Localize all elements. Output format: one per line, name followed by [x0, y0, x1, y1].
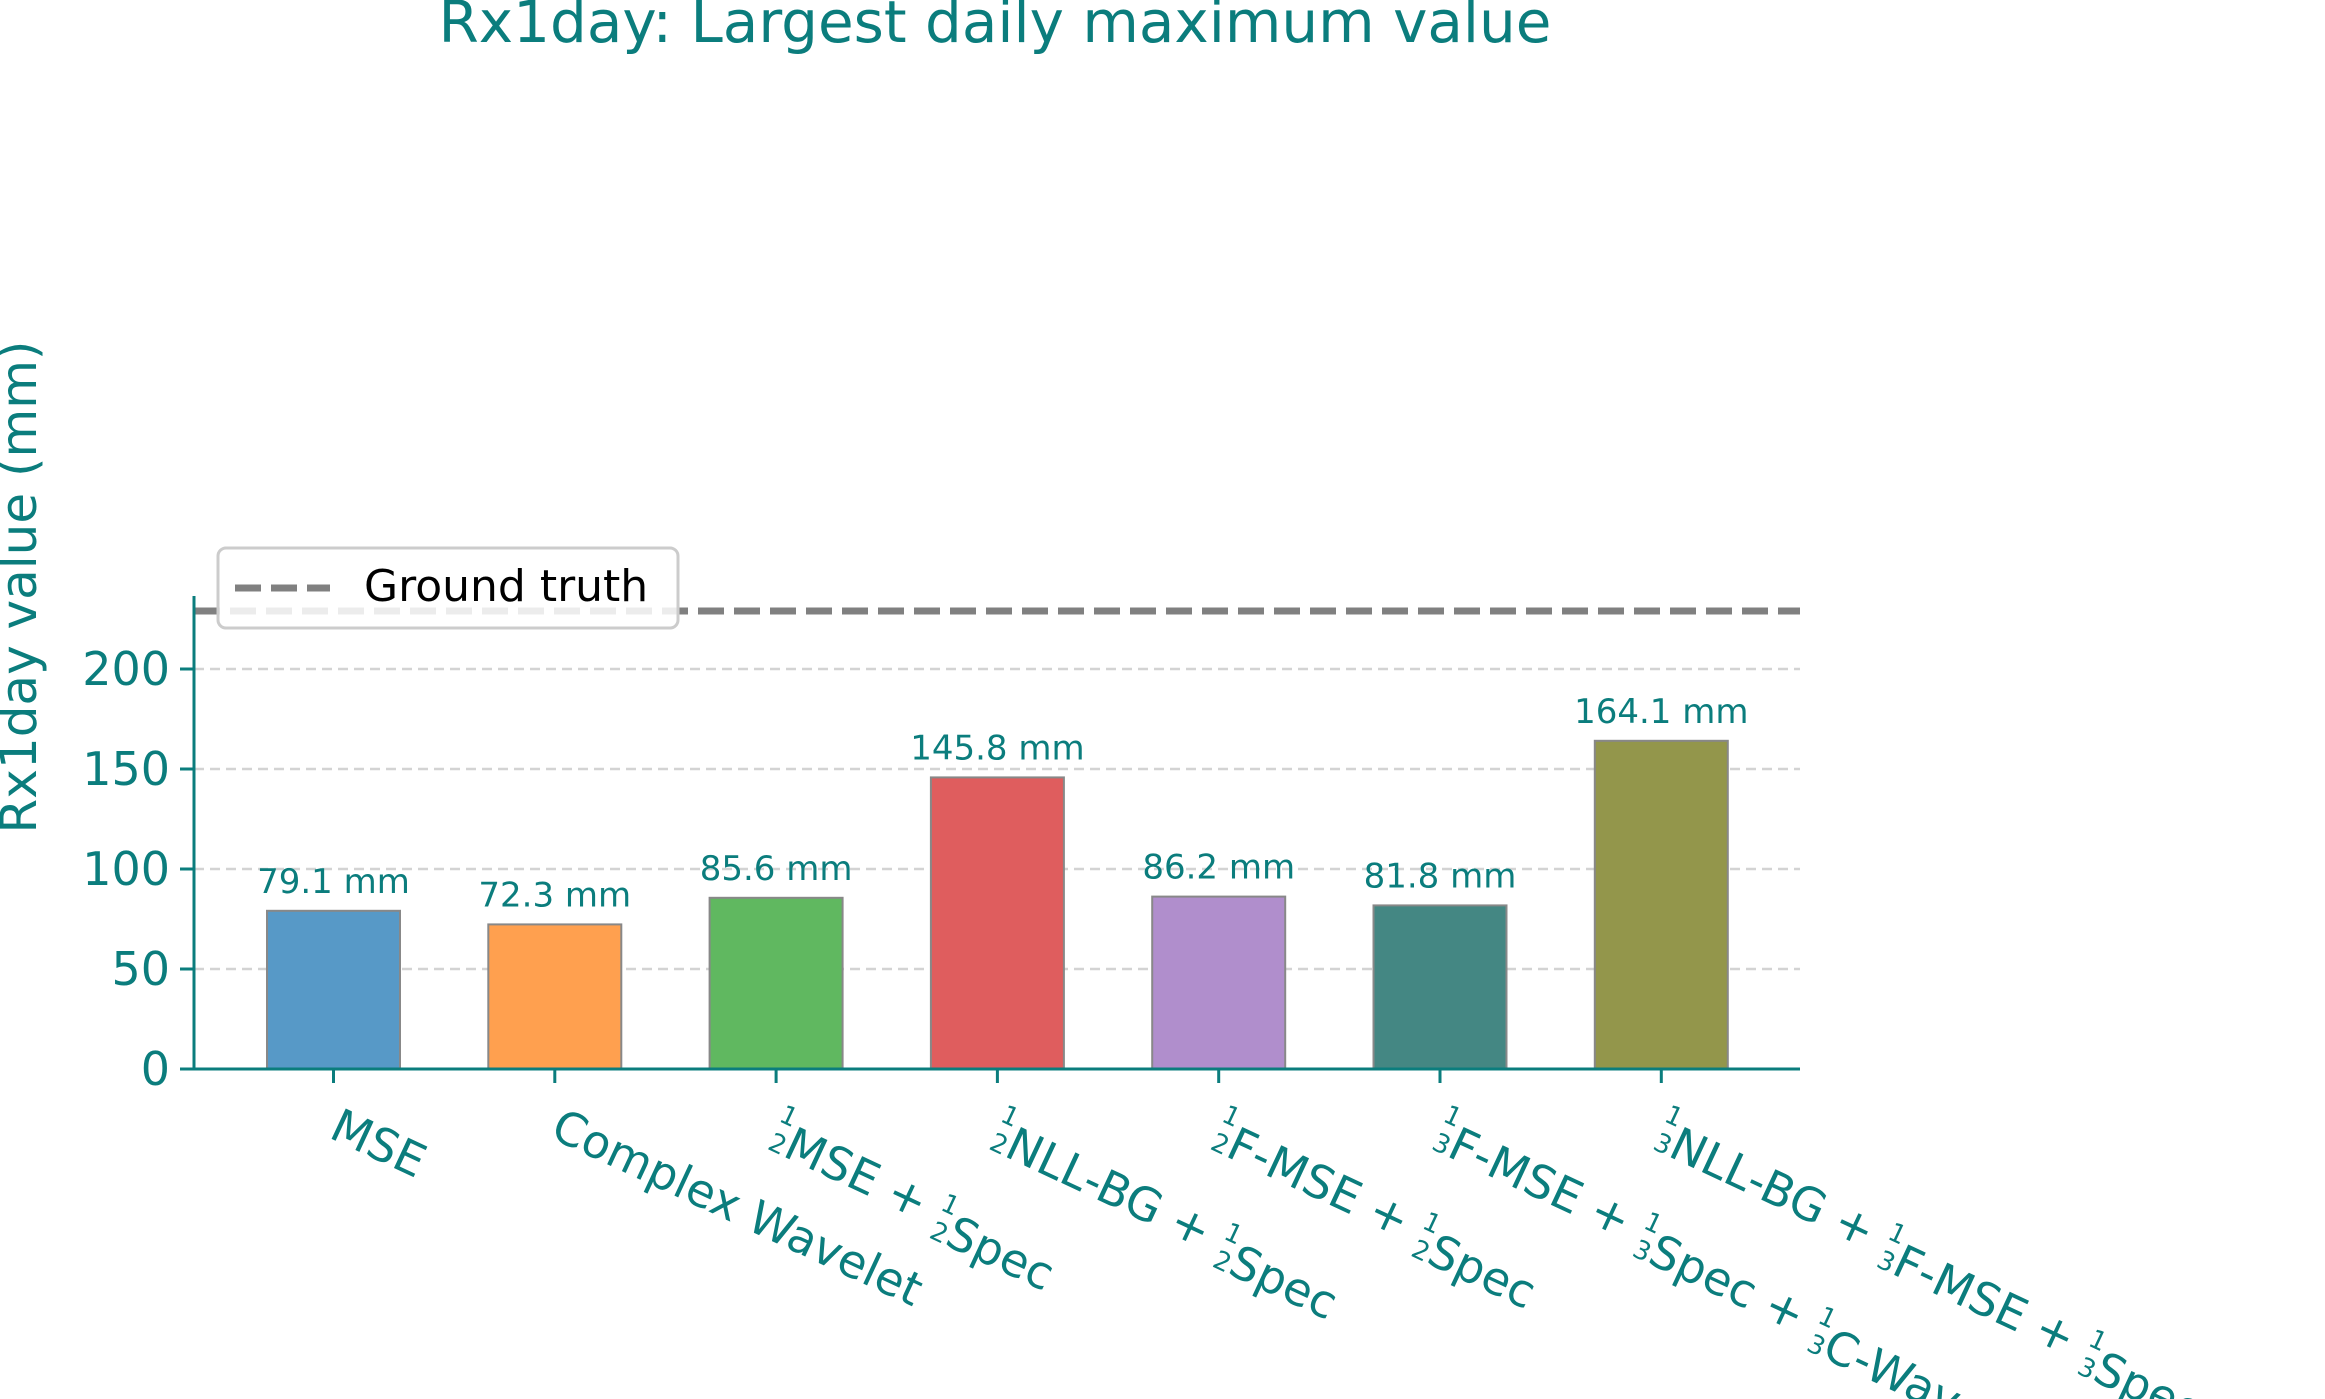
- bar-value-label: 164.1 mm: [1574, 692, 1748, 732]
- axis-ticks: 0 50 100 150 200: [82, 642, 1663, 1096]
- bar-value-label: 86.2 mm: [1142, 848, 1295, 888]
- y-tick-label: 150: [82, 742, 170, 796]
- y-tick-label: 100: [82, 842, 170, 896]
- bar: [487, 923, 623, 1071]
- x-tick-label: 13NLL-BG + 13F-MSE + 13Spec: [1635, 1100, 2224, 1399]
- bar: [708, 896, 844, 1070]
- y-axis-label: Rx1day value (mm): [0, 341, 48, 834]
- legend-label-ground-truth: Ground truth: [364, 561, 648, 612]
- y-tick-label: 50: [111, 942, 170, 996]
- chart-title: Rx1day: Largest daily maximum value: [439, 0, 1552, 56]
- bar: [1593, 739, 1729, 1070]
- legend: Ground truth: [216, 546, 680, 630]
- value-labels: 79.1 mm 72.3 mm 85.6 mm 145.8 mm 86.2 mm 81.8…: [257, 692, 1748, 916]
- legend-box: [216, 546, 680, 630]
- bar: [929, 776, 1065, 1071]
- bar-value-label: 79.1 mm: [257, 862, 410, 902]
- bar-value-label: 85.6 mm: [700, 849, 853, 889]
- bar: [1151, 895, 1287, 1070]
- bar-value-label: 72.3 mm: [478, 875, 631, 915]
- x-tick-label-text: MSE: [323, 1098, 435, 1188]
- x-tick-label: MSE: [323, 1098, 435, 1188]
- y-tick-label: 0: [141, 1042, 170, 1096]
- bar-value-label: 145.8 mm: [910, 728, 1084, 768]
- bar: [266, 909, 401, 1070]
- bar-value-label: 81.8 mm: [1364, 856, 1517, 896]
- bar: [1372, 904, 1508, 1071]
- y-tick-label: 200: [82, 642, 170, 696]
- x-tick-label-text: 13NLL-BG + 13F-MSE + 13Spec: [1635, 1100, 2224, 1399]
